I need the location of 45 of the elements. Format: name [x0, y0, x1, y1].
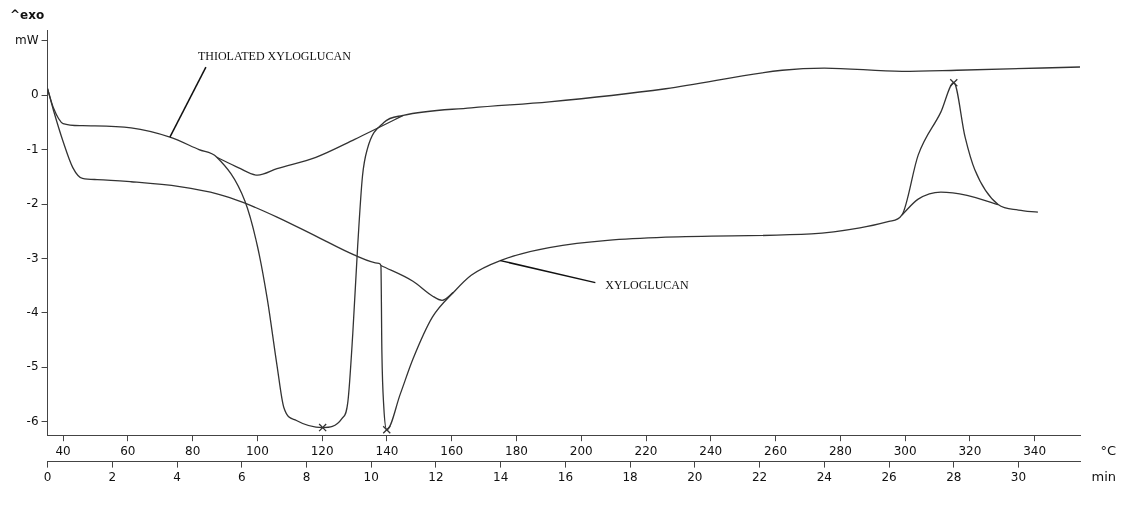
x2-tick-label: 120 [310, 443, 334, 458]
x-tick-label: 30 [1010, 469, 1027, 484]
x-tick-label: 4 [173, 469, 181, 484]
y-tick-label: -3 [26, 250, 39, 265]
annotation: XYLOGLUCAN [605, 277, 689, 292]
y-tick-label: mW [14, 33, 39, 47]
x2-tick-label: 260 [764, 443, 788, 458]
x2-tick-label: 80 [185, 443, 201, 458]
x2-tick-label: 40 [55, 443, 71, 458]
x-tick-label: 8 [302, 469, 311, 484]
x-tick-label: 18 [622, 469, 638, 484]
y-tick-label: -6 [26, 413, 39, 428]
y-tick-label: -2 [26, 196, 39, 211]
x-tick-label: 14 [493, 469, 509, 484]
x2-tick-label: 220 [634, 443, 658, 458]
x2-tick-label: 160 [440, 443, 464, 458]
x-tick-label: 26 [881, 469, 897, 484]
annotation: THIOLATED XYLOGLUCAN [197, 49, 352, 64]
x2-tick-label: 320 [958, 443, 982, 458]
x-tick-label: 28 [946, 469, 962, 484]
x-tick-label: 0 [43, 469, 52, 484]
x2-tick-label: 240 [699, 443, 723, 458]
x-tick-label: 12 [428, 469, 444, 484]
x2-tick-label: 100 [245, 443, 269, 458]
x2-tick-label: 180 [505, 443, 528, 458]
x2-tick-label: 140 [375, 443, 399, 458]
y-tick-label: -1 [26, 141, 39, 156]
x-tick-label: 10 [363, 469, 379, 484]
x2-tick-label: 60 [120, 443, 136, 458]
x2-tick-label: 340 [1023, 443, 1047, 458]
x-tick-label: 24 [816, 469, 832, 484]
x-tick-label: 16 [557, 469, 574, 484]
y-tick-label: 0 [30, 87, 39, 102]
x-tick-label: 2 [108, 469, 117, 484]
x-axis-title: min [1091, 469, 1116, 485]
y-tick-label: -5 [26, 359, 39, 374]
x-tick-label: 22 [751, 469, 768, 484]
x2-axis-title: °C [1100, 443, 1116, 459]
x2-tick-label: 280 [828, 443, 852, 458]
x-tick-label: 6 [237, 469, 246, 484]
y-tick-label: -4 [26, 304, 39, 319]
text: ^exo [10, 8, 45, 23]
x2-tick-label: 300 [893, 443, 917, 458]
x2-tick-label: 200 [569, 443, 593, 458]
x-tick-label: 20 [687, 469, 703, 484]
